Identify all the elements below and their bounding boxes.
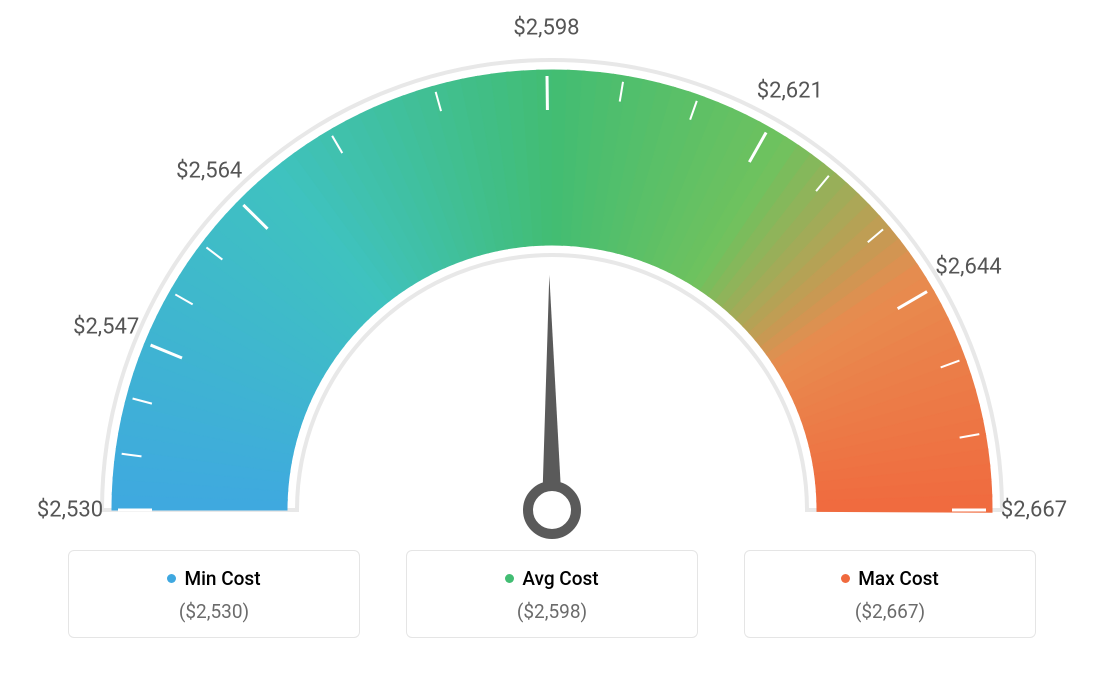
legend-value-avg: ($2,598) [407, 600, 697, 623]
legend-title-max: Max Cost [841, 567, 938, 590]
legend-card-min: Min Cost ($2,530) [68, 550, 360, 638]
legend-dot-min [167, 574, 176, 583]
legend-label-max: Max Cost [858, 567, 938, 590]
gauge-tick-label: $2,530 [37, 498, 103, 523]
legend-value-max: ($2,667) [745, 600, 1035, 623]
legend-label-min: Min Cost [184, 567, 260, 590]
gauge-tick-label: $2,621 [757, 78, 823, 103]
gauge-tick-label: $2,547 [73, 314, 139, 339]
legend-label-avg: Avg Cost [522, 567, 598, 590]
gauge-svg [0, 0, 1104, 560]
legend-dot-avg [505, 574, 514, 583]
gauge-tick-label: $2,667 [1001, 498, 1067, 523]
gauge-tick-label: $2,644 [935, 255, 1001, 280]
gauge-tick-label: $2,564 [176, 159, 242, 184]
gauge-tick-label: $2,598 [513, 16, 579, 41]
legend-card-avg: Avg Cost ($2,598) [406, 550, 698, 638]
cost-gauge-widget: $2,530 $2,547 $2,564 $2,598 $2,621 $2,644 $2,6… [0, 0, 1104, 690]
gauge-chart: $2,530 $2,547 $2,564 $2,598 $2,621 $2,644 $2,6… [0, 0, 1104, 560]
legend-row: Min Cost ($2,530) Avg Cost ($2,598) Max … [0, 550, 1104, 638]
legend-value-min: ($2,530) [69, 600, 359, 623]
legend-dot-max [841, 574, 850, 583]
legend-title-min: Min Cost [167, 567, 260, 590]
legend-card-max: Max Cost ($2,667) [744, 550, 1036, 638]
legend-title-avg: Avg Cost [505, 567, 598, 590]
